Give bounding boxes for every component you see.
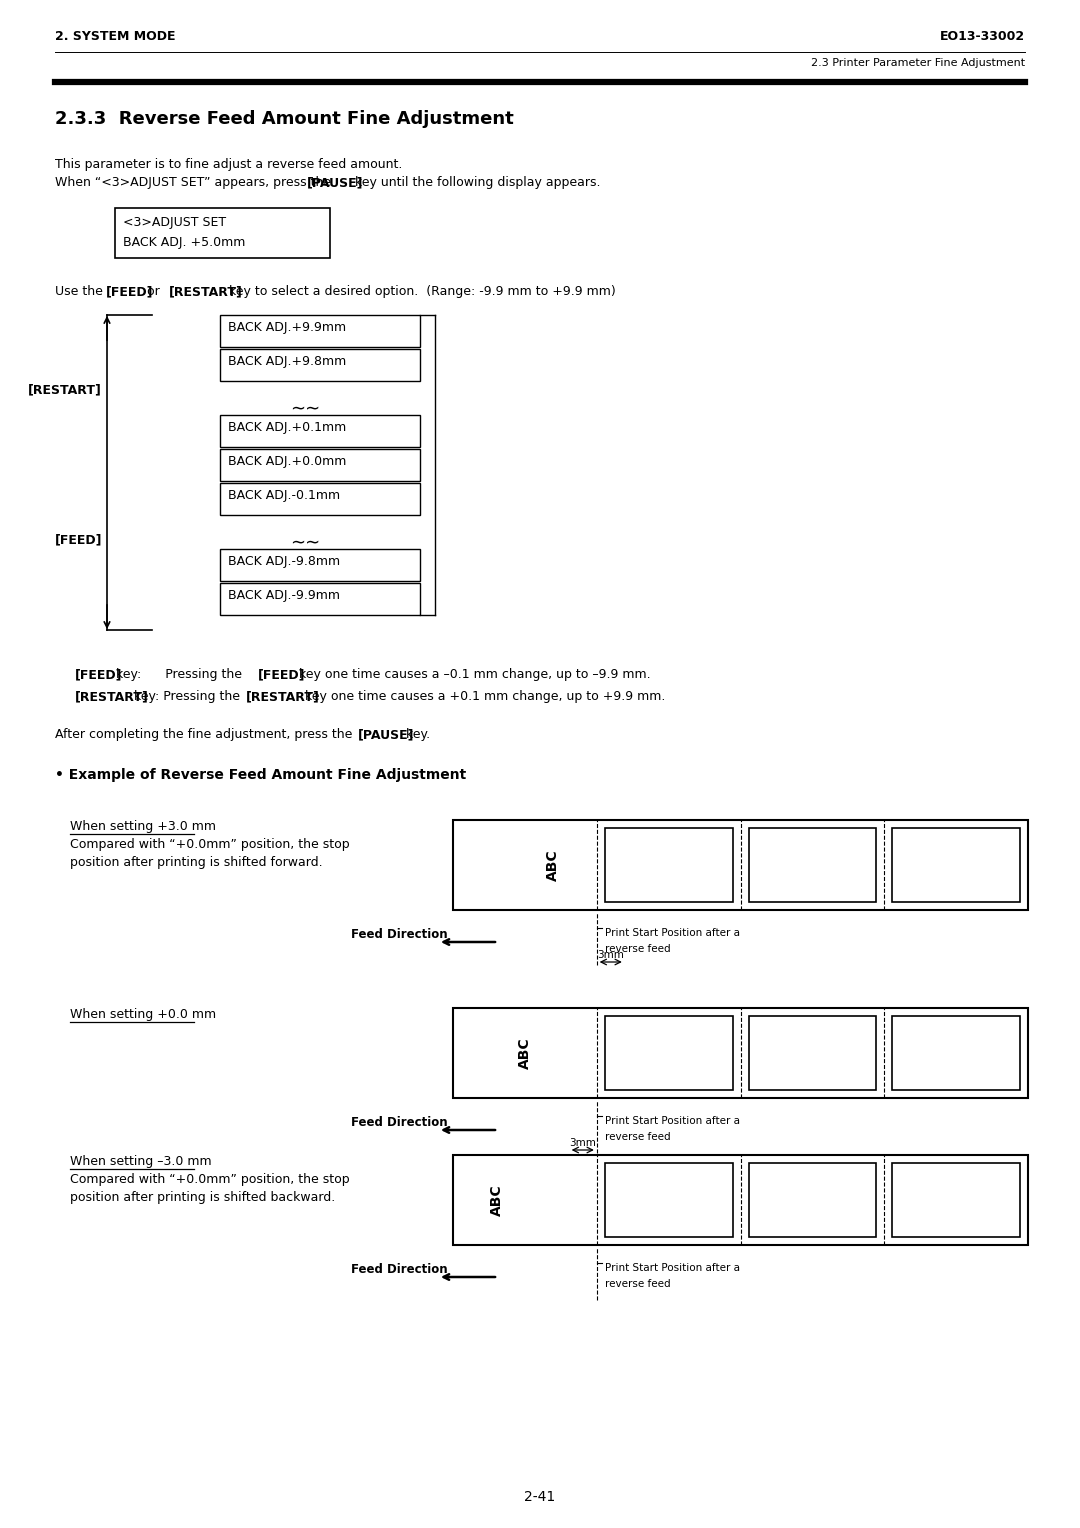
Text: 2.3 Printer Parameter Fine Adjustment: 2.3 Printer Parameter Fine Adjustment [811,58,1025,69]
Text: This parameter is to fine adjust a reverse feed amount.: This parameter is to fine adjust a rever… [55,157,403,171]
Text: Print Start Position after a: Print Start Position after a [605,1115,740,1126]
Text: key until the following display appears.: key until the following display appears. [351,176,600,189]
Text: • Example of Reverse Feed Amount Fine Adjustment: • Example of Reverse Feed Amount Fine Ad… [55,769,467,782]
Text: ABC: ABC [545,850,559,880]
Text: When setting –3.0 mm: When setting –3.0 mm [70,1155,212,1167]
Text: When “<3>ADJUST SET” appears, press the: When “<3>ADJUST SET” appears, press the [55,176,335,189]
Bar [748,1163,876,1238]
Text: BACK ADJ. +5.0mm: BACK ADJ. +5.0mm [123,235,245,249]
Text: ABC: ABC [490,1184,504,1216]
Text: Feed Direction: Feed Direction [351,1115,448,1129]
Text: When setting +0.0 mm: When setting +0.0 mm [70,1008,216,1021]
Text: [FEED]: [FEED] [54,533,102,547]
Text: [FEED]: [FEED] [75,668,122,681]
Text: [RESTART]: [RESTART] [75,691,149,703]
Text: 3mm: 3mm [569,1138,596,1148]
Text: 2-41: 2-41 [525,1490,555,1504]
Bar [453,821,1028,911]
Text: BACK ADJ.-9.8mm: BACK ADJ.-9.8mm [228,555,340,568]
Text: reverse feed: reverse feed [605,1279,671,1290]
Text: key to select a desired option.  (Range: -9.9 mm to +9.9 mm): key to select a desired option. (Range: … [225,286,616,298]
Text: Feed Direction: Feed Direction [351,927,448,941]
Text: key:      Pressing the: key: Pressing the [111,668,245,681]
Bar [605,1016,732,1089]
Text: BACK ADJ.+0.0mm: BACK ADJ.+0.0mm [228,455,347,468]
Bar [748,1016,876,1089]
Bar [220,549,420,581]
Text: Use the: Use the [55,286,107,298]
Bar [220,449,420,481]
Text: BACK ADJ.-0.1mm: BACK ADJ.-0.1mm [228,489,340,503]
Bar [220,483,420,515]
Bar [220,348,420,380]
Text: position after printing is shifted forward.: position after printing is shifted forwa… [70,856,323,869]
Text: [FEED]: [FEED] [106,286,153,298]
Text: 2. SYSTEM MODE: 2. SYSTEM MODE [55,31,175,43]
Text: <3>ADJUST SET: <3>ADJUST SET [123,215,226,229]
Text: [PAUSE]: [PAUSE] [307,176,364,189]
Bar [892,1163,1020,1238]
Text: key one time causes a –0.1 mm change, up to –9.9 mm.: key one time causes a –0.1 mm change, up… [295,668,650,681]
Text: BACK ADJ.+9.8mm: BACK ADJ.+9.8mm [228,354,347,368]
Text: Print Start Position after a: Print Start Position after a [605,1264,740,1273]
Text: EO13-33002: EO13-33002 [940,31,1025,43]
Bar [605,1163,732,1238]
Text: ∼∼: ∼∼ [291,400,321,419]
Bar [453,1008,1028,1099]
Bar [220,584,420,614]
Text: [RESTART]: [RESTART] [246,691,320,703]
Text: Compared with “+0.0mm” position, the stop: Compared with “+0.0mm” position, the sto… [70,837,350,851]
Text: Print Start Position after a: Print Start Position after a [605,927,740,938]
Text: key.: key. [402,727,430,741]
Text: Feed Direction: Feed Direction [351,1264,448,1276]
Bar [220,416,420,448]
Text: or: or [144,286,164,298]
Text: BACK ADJ.-9.9mm: BACK ADJ.-9.9mm [228,588,340,602]
Text: ABC: ABC [518,1038,531,1068]
Text: reverse feed: reverse feed [605,1132,671,1141]
Text: ∼∼: ∼∼ [291,533,321,552]
Text: [FEED]: [FEED] [258,668,306,681]
Text: When setting +3.0 mm: When setting +3.0 mm [70,821,216,833]
Text: reverse feed: reverse feed [605,944,671,953]
Text: BACK ADJ.+0.1mm: BACK ADJ.+0.1mm [228,422,347,434]
Text: After completing the fine adjustment, press the: After completing the fine adjustment, pr… [55,727,356,741]
Text: Compared with “+0.0mm” position, the stop: Compared with “+0.0mm” position, the sto… [70,1174,350,1186]
Text: [RESTART]: [RESTART] [168,286,242,298]
Bar [114,208,330,258]
Bar [453,1155,1028,1245]
Text: key one time causes a +0.1 mm change, up to +9.9 mm.: key one time causes a +0.1 mm change, up… [300,691,665,703]
Bar [892,1016,1020,1089]
Text: position after printing is shifted backward.: position after printing is shifted backw… [70,1190,335,1204]
Bar [892,828,1020,902]
Bar [220,315,420,347]
Text: 2.3.3  Reverse Feed Amount Fine Adjustment: 2.3.3 Reverse Feed Amount Fine Adjustmen… [55,110,514,128]
Text: key: Pressing the: key: Pressing the [130,691,244,703]
Bar [748,828,876,902]
Text: [RESTART]: [RESTART] [28,384,102,396]
Bar [605,828,732,902]
Text: BACK ADJ.+9.9mm: BACK ADJ.+9.9mm [228,321,346,335]
Text: 3mm: 3mm [597,950,624,960]
Text: [PAUSE]: [PAUSE] [357,727,414,741]
